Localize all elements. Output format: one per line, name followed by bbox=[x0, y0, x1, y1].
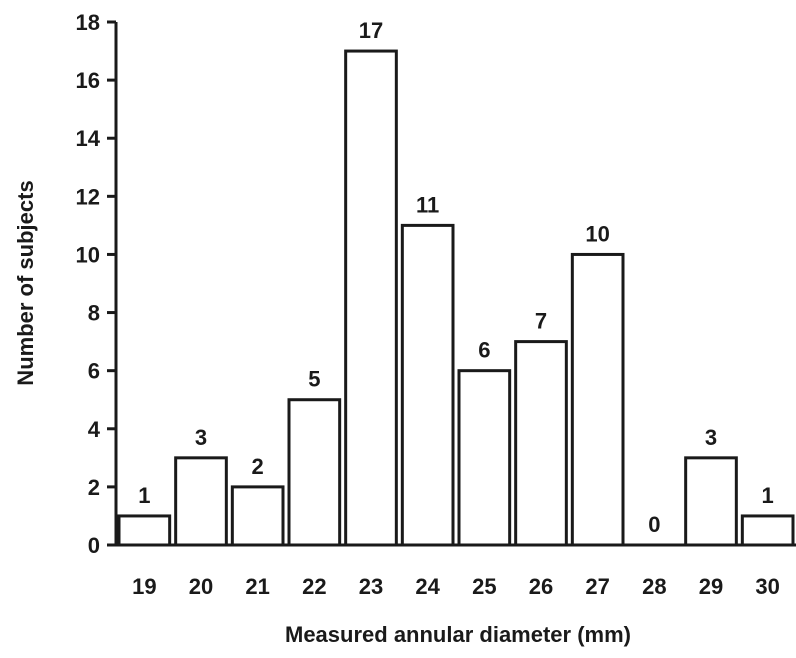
x-tick-label: 19 bbox=[132, 574, 156, 599]
y-tick-label: 14 bbox=[76, 126, 101, 151]
y-tick-label: 16 bbox=[76, 68, 100, 93]
bar-29 bbox=[684, 456, 738, 547]
bar-20 bbox=[174, 456, 228, 547]
data-label: 17 bbox=[359, 18, 383, 43]
x-tick-label: 27 bbox=[585, 574, 609, 599]
data-label: 1 bbox=[762, 483, 774, 508]
y-tick-label: 10 bbox=[76, 242, 100, 267]
x-tick-label: 21 bbox=[245, 574, 269, 599]
bar-25 bbox=[457, 369, 512, 547]
data-label: 3 bbox=[705, 425, 717, 450]
data-label: 1 bbox=[138, 483, 150, 508]
x-tick-label: 30 bbox=[755, 574, 779, 599]
x-axis-title: Measured annular diameter (mm) bbox=[285, 622, 631, 647]
axes bbox=[114, 22, 796, 547]
plot-area bbox=[117, 49, 795, 547]
x-tick-label: 22 bbox=[302, 574, 326, 599]
data-label: 10 bbox=[585, 221, 609, 246]
data-label: 5 bbox=[308, 367, 320, 392]
x-tick-label: 26 bbox=[529, 574, 553, 599]
data-labels: 1 3 2 5 17 11 6 7 10 0 3 1 bbox=[138, 18, 774, 537]
y-tick-label: 8 bbox=[88, 301, 100, 326]
bar-21 bbox=[230, 485, 285, 547]
y-axis-ticks: 0 2 4 6 8 10 12 14 16 18 bbox=[76, 10, 116, 558]
bar-27 bbox=[570, 252, 625, 547]
data-label: 7 bbox=[535, 309, 547, 334]
bar-24 bbox=[400, 223, 455, 547]
bar-30 bbox=[740, 514, 795, 547]
x-tick-label: 25 bbox=[472, 574, 496, 599]
data-label: 2 bbox=[252, 454, 264, 479]
data-label: 3 bbox=[195, 425, 207, 450]
x-tick-label: 23 bbox=[359, 574, 383, 599]
x-axis-ticks: 19 20 21 22 23 24 25 26 27 28 29 30 bbox=[132, 574, 780, 599]
y-tick-label: 6 bbox=[88, 359, 100, 384]
bar-22 bbox=[287, 398, 342, 547]
bar-19 bbox=[117, 514, 172, 547]
x-tick-label: 28 bbox=[642, 574, 666, 599]
x-tick-label: 20 bbox=[189, 574, 213, 599]
bar-26 bbox=[514, 340, 568, 547]
y-axis-title: Number of subjects bbox=[13, 180, 38, 385]
data-label: 11 bbox=[416, 192, 439, 217]
data-label: 0 bbox=[648, 512, 660, 537]
y-tick-label: 18 bbox=[76, 10, 100, 35]
bar-23 bbox=[344, 49, 398, 547]
y-tick-label: 4 bbox=[88, 417, 101, 442]
y-tick-label: 12 bbox=[76, 184, 100, 209]
y-tick-label: 2 bbox=[88, 475, 100, 500]
y-tick-label: 0 bbox=[88, 533, 100, 558]
x-tick-label: 29 bbox=[699, 574, 723, 599]
data-label: 6 bbox=[478, 338, 490, 363]
x-tick-label: 24 bbox=[415, 574, 440, 599]
